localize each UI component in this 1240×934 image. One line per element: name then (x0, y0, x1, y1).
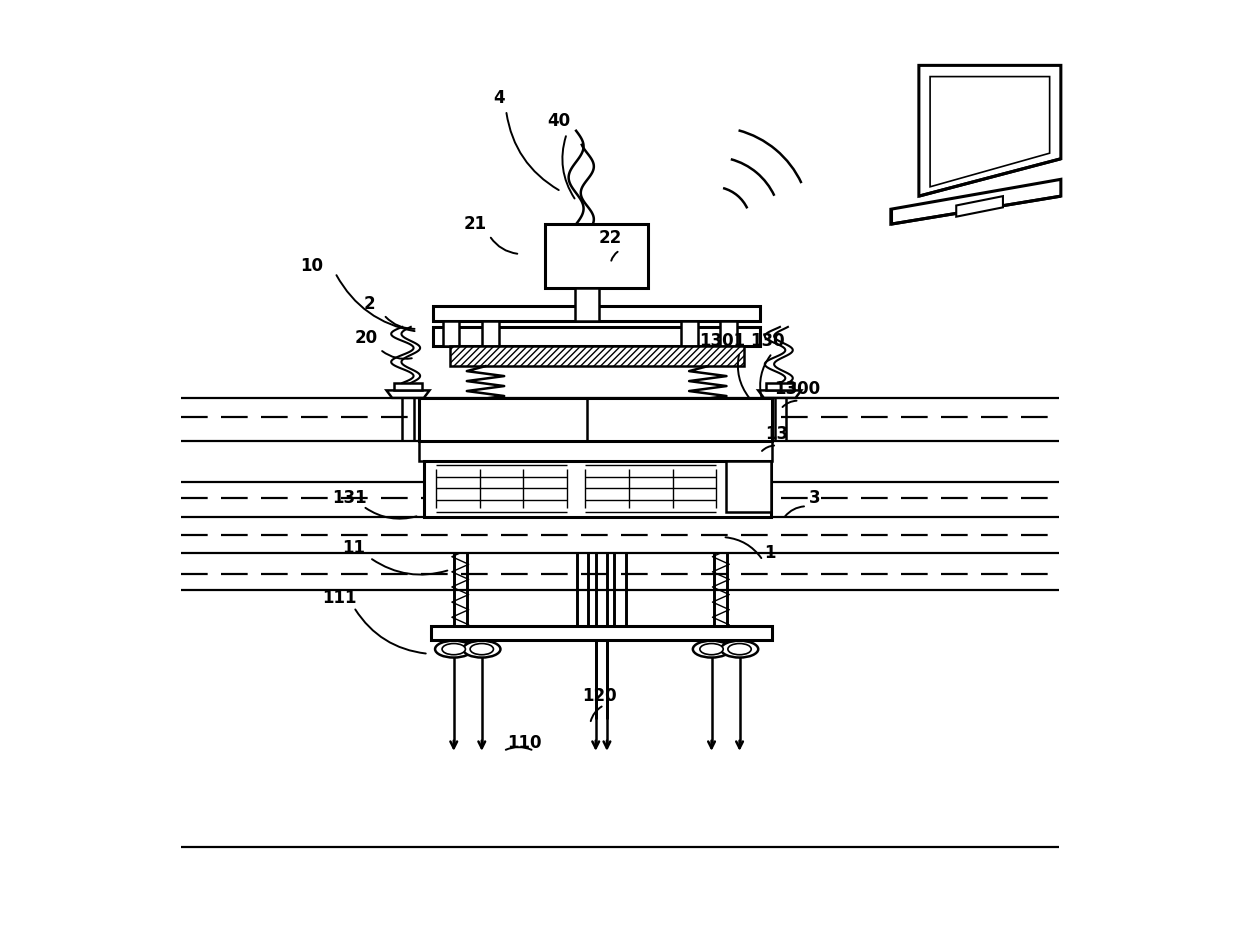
Text: 4: 4 (492, 89, 505, 107)
Ellipse shape (699, 644, 723, 655)
Bar (433, 327, 760, 346)
Text: 120: 120 (582, 686, 616, 705)
Ellipse shape (720, 641, 758, 658)
Bar (720, 321, 737, 346)
Text: 110: 110 (507, 733, 542, 752)
Text: 40: 40 (548, 112, 570, 131)
Polygon shape (956, 196, 1003, 217)
Bar (433, 306, 760, 321)
Text: 13: 13 (765, 425, 789, 444)
Polygon shape (890, 179, 1061, 224)
Bar (575, 288, 599, 321)
Polygon shape (930, 77, 1049, 187)
Ellipse shape (470, 644, 494, 655)
Text: 131: 131 (332, 488, 367, 507)
Bar (419, 398, 773, 441)
Bar (450, 346, 744, 366)
Text: 20: 20 (355, 329, 377, 347)
Text: 2: 2 (363, 294, 376, 313)
Ellipse shape (435, 641, 472, 658)
Text: 130: 130 (750, 332, 785, 350)
Text: 10: 10 (300, 257, 324, 276)
Bar (766, 383, 794, 390)
Bar (432, 626, 773, 640)
Text: 22: 22 (599, 229, 622, 248)
Bar (394, 383, 422, 390)
Bar (546, 224, 649, 288)
Text: 21: 21 (464, 215, 487, 234)
Bar (482, 321, 498, 346)
Text: 1: 1 (764, 544, 775, 562)
Bar (419, 441, 773, 461)
Ellipse shape (463, 641, 501, 658)
Text: 111: 111 (322, 588, 357, 607)
Bar (443, 321, 459, 346)
Polygon shape (919, 65, 1061, 196)
Ellipse shape (693, 641, 730, 658)
Text: 1301: 1301 (699, 332, 745, 350)
Polygon shape (758, 390, 801, 398)
Polygon shape (387, 390, 429, 398)
Ellipse shape (728, 644, 751, 655)
Bar (727, 461, 771, 512)
Text: 11: 11 (342, 539, 366, 558)
Ellipse shape (443, 644, 465, 655)
Text: 1300: 1300 (775, 380, 821, 399)
Text: 3: 3 (808, 488, 820, 507)
Bar (681, 321, 698, 346)
Bar (424, 461, 771, 517)
